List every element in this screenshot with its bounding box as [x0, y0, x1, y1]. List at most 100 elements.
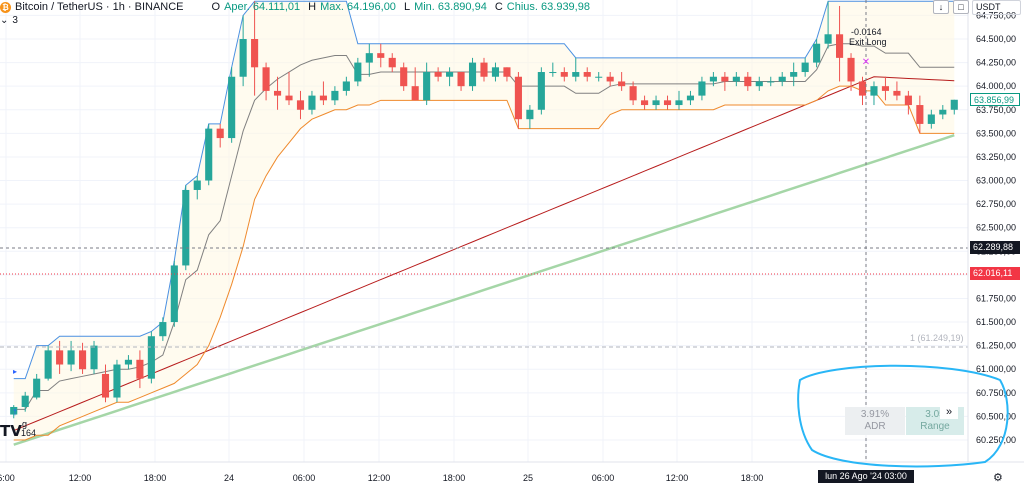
adr-widget[interactable]: 3.91% ADR — [845, 407, 905, 435]
candle-body — [331, 90, 339, 101]
candle-body — [755, 81, 763, 87]
candle-body — [549, 72, 557, 74]
x-tick-label: 12:00 — [368, 473, 391, 483]
ma-price-tag: 62.016,11 — [970, 267, 1020, 280]
crosshair-date-label: lun 26 Ago '24 03:00 — [818, 470, 914, 483]
candle-body — [468, 62, 477, 87]
band-fill — [13, 1, 955, 441]
candle-body — [67, 350, 75, 365]
candle-body — [285, 95, 293, 101]
candle-body — [251, 39, 259, 68]
y-tick-label: 60.250,00 — [976, 435, 1016, 445]
y-tick-label: 62.750,00 — [976, 199, 1016, 209]
candle-body — [354, 62, 362, 82]
x-tick-label: 24 — [224, 473, 234, 483]
range-label: Range — [920, 421, 950, 432]
low-value: Min. 63.890,94 — [414, 1, 487, 13]
candle-body — [44, 350, 52, 379]
candle-body — [400, 67, 408, 87]
candle-body — [881, 86, 890, 91]
high-label: H — [308, 1, 317, 13]
double-chevron-right-icon: » — [945, 406, 953, 418]
expand-button[interactable]: » — [940, 405, 958, 419]
faint-level-label: 1 (61.249,19) — [910, 333, 964, 343]
y-tick-label: 61.750,00 — [976, 293, 1016, 303]
exit-label: Exit Long — [849, 37, 887, 47]
entry-g: g — [22, 419, 28, 429]
ma-red-line — [13, 76, 955, 432]
close-value: Chius. 63.939,98 — [506, 1, 590, 13]
candle-body — [10, 406, 18, 415]
currency-selector[interactable]: USDT — [972, 0, 1021, 15]
bitcoin-icon: ₿ — [0, 1, 11, 13]
candle-body — [262, 67, 270, 91]
x-tick-label: 06:00 — [592, 473, 615, 483]
symbol-header: ₿ Bitcoin / TetherUS · 1h · BINANCE O Ap… — [0, 0, 594, 14]
y-tick-label: 62.500,00 — [976, 223, 1016, 233]
candle-body — [423, 72, 431, 101]
y-tick-label: 63.000,00 — [976, 176, 1016, 186]
candle-body — [698, 81, 706, 96]
candle-body — [365, 53, 373, 63]
candle-body — [205, 128, 213, 181]
candle-body — [732, 76, 740, 82]
candle-body — [572, 72, 580, 77]
open-value: Aper. 64.111,01 — [224, 1, 301, 13]
tradingview-logo[interactable]: TV — [0, 422, 22, 440]
candle-body — [904, 95, 912, 106]
candle-body — [858, 81, 867, 96]
logo-text: TV — [0, 422, 22, 440]
candle-body — [595, 76, 603, 78]
entry-value: 164 — [21, 428, 37, 438]
candle-body — [847, 57, 855, 82]
low-label: L — [403, 1, 411, 13]
candle-body — [686, 95, 695, 101]
crosshair-price-tag: 62.289,88 — [970, 241, 1020, 254]
exit-value: -0.0164 — [851, 27, 882, 37]
candle-body — [56, 350, 64, 365]
candle-body — [537, 72, 545, 110]
candle-body — [675, 100, 683, 106]
candle-body — [388, 57, 396, 68]
adr-value: 3.91% — [860, 409, 890, 420]
candle-body — [836, 34, 844, 58]
y-tick-label: 63.500,00 — [976, 128, 1016, 138]
y-tick-label: 60.500,00 — [976, 411, 1016, 421]
candle-body — [228, 76, 236, 139]
square-icon: □ — [958, 2, 964, 12]
candle-body — [663, 100, 672, 106]
high-value: Max. 64.196,00 — [320, 1, 396, 13]
candle-body — [709, 76, 717, 82]
candle-body — [480, 62, 488, 77]
x-tick-label: 06:00 — [293, 473, 316, 483]
candle-body — [744, 76, 752, 87]
y-tick-label: 64.500,00 — [976, 34, 1016, 44]
x-tick-label: 12:00 — [666, 473, 689, 483]
symbol-title[interactable]: Bitcoin / TetherUS · 1h · BINANCE — [15, 1, 184, 13]
candle-body — [652, 100, 660, 106]
close-label: C — [494, 1, 503, 13]
exit-marker-icon: ✕ — [862, 57, 870, 68]
candle-body — [273, 90, 282, 96]
maximize-button[interactable]: □ — [953, 0, 969, 14]
candle-body — [319, 95, 327, 101]
candle-body — [239, 39, 247, 77]
candle-body — [721, 76, 729, 82]
candle-body — [377, 53, 385, 58]
y-tick-label: 61.500,00 — [976, 317, 1016, 327]
candle-body — [939, 109, 947, 115]
candle-body — [801, 62, 809, 73]
candle-body — [870, 86, 878, 96]
candle-body — [101, 373, 110, 398]
currency-label: USDT — [976, 2, 1001, 12]
open-label: O — [211, 1, 221, 13]
download-button[interactable]: ↓ — [933, 0, 949, 14]
candle-body — [136, 359, 144, 379]
y-tick-label: 63.750,00 — [976, 105, 1016, 115]
candle-body — [927, 114, 935, 124]
indicator-toggle[interactable]: ⌄ 3 — [0, 15, 18, 26]
candle-body — [514, 76, 522, 120]
gear-icon[interactable]: ⚙ — [993, 472, 1003, 484]
candle-body — [618, 81, 626, 87]
